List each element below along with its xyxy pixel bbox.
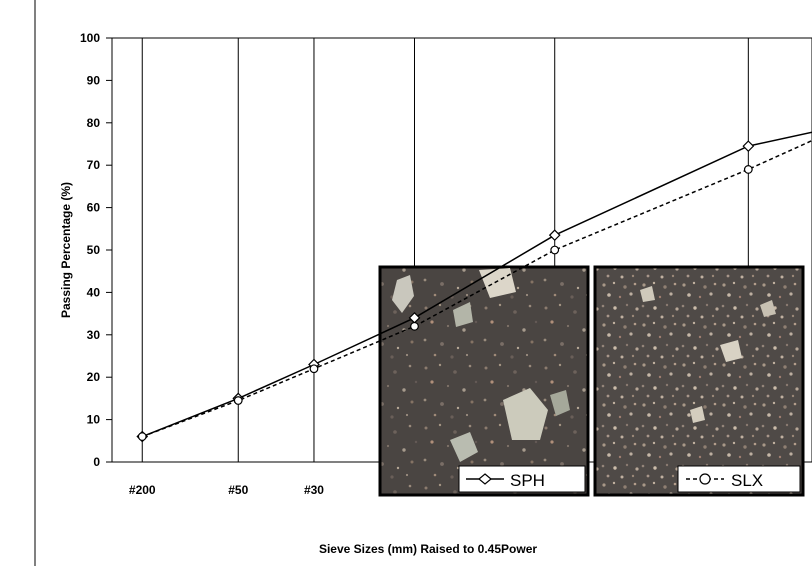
data-point-slx bbox=[410, 321, 419, 331]
data-point-sph bbox=[548, 229, 561, 242]
circle-marker-icon bbox=[699, 473, 711, 485]
y-tick-label: 90 bbox=[87, 73, 101, 87]
y-tick-label: 100 bbox=[80, 31, 100, 45]
legend-label-slx: SLX bbox=[731, 471, 763, 490]
aggregate-stone bbox=[503, 388, 548, 440]
data-point-slx bbox=[743, 165, 753, 174]
aggregate-stone bbox=[640, 286, 655, 302]
y-axis-title: Passing Percentage (%) bbox=[59, 182, 73, 318]
data-point-slx bbox=[137, 432, 147, 441]
diamond-marker-icon bbox=[478, 473, 492, 485]
y-tick-label: 10 bbox=[87, 413, 101, 427]
y-tick-label: 70 bbox=[87, 158, 101, 172]
data-point-slx bbox=[550, 245, 560, 255]
data-point-sph bbox=[742, 140, 755, 152]
series-line-slx bbox=[142, 139, 812, 438]
y-tick-label: 60 bbox=[87, 201, 101, 215]
legend-box-sph: SPH bbox=[458, 465, 586, 493]
x-tick-label: #50 bbox=[228, 483, 248, 497]
aggregate-stone bbox=[392, 275, 414, 313]
legend-label-sph: SPH bbox=[510, 471, 545, 490]
aggregate-stone bbox=[450, 432, 478, 462]
aggregate-stone bbox=[720, 340, 742, 362]
aggregate-stone bbox=[760, 300, 776, 317]
y-tick-label: 40 bbox=[87, 285, 101, 299]
y-tick-label: 50 bbox=[87, 243, 101, 257]
photo-inset-sph: SPH bbox=[378, 265, 590, 497]
aggregate-stone bbox=[550, 390, 570, 416]
x-tick-label: #200 bbox=[129, 483, 156, 497]
y-tick-label: 80 bbox=[87, 116, 101, 130]
aggregate-stone bbox=[453, 302, 473, 327]
y-tick-label: 0 bbox=[93, 455, 100, 469]
photo-inset-slx: SLX bbox=[593, 265, 805, 497]
data-point-slx bbox=[233, 396, 243, 405]
y-tick-label: 30 bbox=[87, 328, 101, 342]
data-point-slx bbox=[309, 364, 319, 374]
x-axis-title: Sieve Sizes (mm) Raised to 0.45Power bbox=[319, 542, 537, 556]
y-tick-label: 20 bbox=[87, 370, 101, 384]
legend-box-slx: SLX bbox=[677, 465, 801, 493]
aggregate-stone bbox=[690, 406, 705, 423]
x-tick-label: #30 bbox=[304, 483, 324, 497]
